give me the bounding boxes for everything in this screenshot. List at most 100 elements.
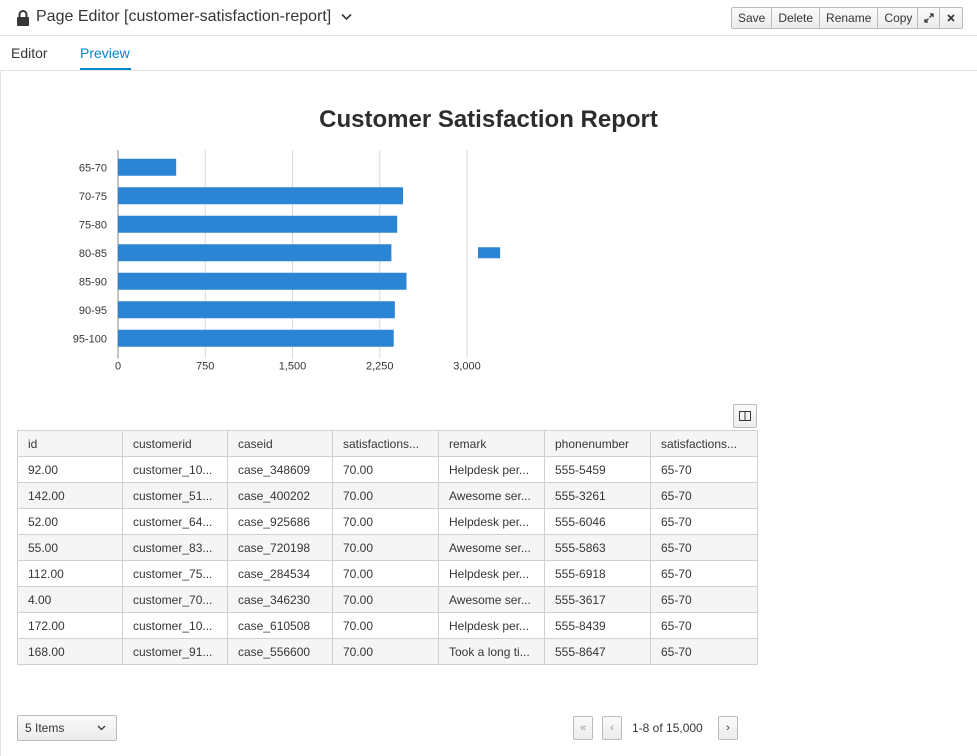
column-header[interactable]: customerid <box>122 430 228 457</box>
column-header[interactable]: remark <box>438 430 545 457</box>
table-cell: 70.00 <box>332 638 439 665</box>
content-left-border <box>0 71 1 756</box>
bar <box>118 272 407 290</box>
maximize-button[interactable] <box>918 8 940 28</box>
table-cell: 70.00 <box>332 560 439 587</box>
table-cell: Awesome ser... <box>438 482 545 509</box>
table-cell: 555-5459 <box>544 456 651 483</box>
column-header[interactable]: satisfactions... <box>332 430 439 457</box>
table-row[interactable]: 168.00 customer_91... case_556600 70.00 Took… <box>17 638 758 665</box>
table-cell: 55.00 <box>17 534 123 561</box>
table-cell: customer_70... <box>122 586 228 613</box>
table-cell: 70.00 <box>332 612 439 639</box>
delete-button[interactable]: Delete <box>772 8 821 28</box>
table-cell: customer_10... <box>122 612 228 639</box>
rename-button[interactable]: Rename <box>820 8 879 28</box>
table-cell: case_925686 <box>227 508 333 535</box>
table-cell: customer_75... <box>122 560 228 587</box>
title-bar: Page Editor [customer-satisfaction-repor… <box>0 0 977 36</box>
columns-icon <box>739 411 751 421</box>
table-cell: 4.00 <box>17 586 123 613</box>
table-cell: 142.00 <box>17 482 123 509</box>
y-tick-label: 85-90 <box>79 276 107 288</box>
pagination-status: 1-8 of 15,000 <box>632 721 703 735</box>
table-cell: 555-5863 <box>544 534 651 561</box>
chevron-down-icon <box>97 725 106 731</box>
table-cell: 555-3617 <box>544 586 651 613</box>
copy-button[interactable]: Copy <box>878 8 919 28</box>
table-row[interactable]: 142.00 customer_51... case_400202 70.00 Awes… <box>17 482 758 509</box>
column-header[interactable]: caseid <box>227 430 333 457</box>
tab-editor[interactable]: Editor <box>11 45 48 61</box>
table-cell: 65-70 <box>650 482 758 509</box>
chevron-left-icon: ‹ <box>610 722 614 734</box>
table-cell: 65-70 <box>650 534 758 561</box>
table-cell: Helpdesk per... <box>438 456 545 483</box>
table-cell: customer_64... <box>122 508 228 535</box>
table-cell: 112.00 <box>17 560 123 587</box>
table-row[interactable]: 92.00 customer_10... case_348609 70.00 Helpd… <box>17 456 758 483</box>
bar <box>118 301 395 319</box>
table-cell: 70.00 <box>332 482 439 509</box>
table-row[interactable]: 172.00 customer_10... case_610508 70.00 Help… <box>17 612 758 639</box>
y-tick-label: 65-70 <box>79 162 107 174</box>
first-page-button[interactable]: « <box>573 716 593 740</box>
data-table: id customerid caseid satisfactions... remark… <box>17 430 758 665</box>
page-size-select[interactable]: 5 Items <box>17 715 117 741</box>
table-header-row: id customerid caseid satisfactions... remark… <box>17 430 758 457</box>
table-cell: 65-70 <box>650 638 758 665</box>
chevron-down-icon[interactable] <box>341 13 352 21</box>
table-cell: 65-70 <box>650 508 758 535</box>
editor-tabs: Editor Preview <box>0 37 977 71</box>
tab-preview[interactable]: Preview <box>80 45 130 61</box>
x-tick-label: 0 <box>115 361 121 373</box>
expand-icon <box>923 13 934 23</box>
bar <box>118 158 177 176</box>
table-cell: 555-6046 <box>544 508 651 535</box>
save-button[interactable]: Save <box>732 8 773 28</box>
table-cell: case_346230 <box>227 586 333 613</box>
bar <box>118 215 398 233</box>
close-button[interactable] <box>940 8 962 28</box>
table-cell: 70.00 <box>332 508 439 535</box>
y-tick-label: 70-75 <box>79 191 107 203</box>
y-tick-label: 90-95 <box>79 305 107 317</box>
table-cell: case_348609 <box>227 456 333 483</box>
active-tab-indicator <box>80 68 131 70</box>
table-row[interactable]: 4.00 customer_70... case_346230 70.00 Awesom… <box>17 586 758 613</box>
previous-page-button[interactable]: ‹ <box>602 716 622 740</box>
column-picker-button[interactable] <box>733 404 757 428</box>
window-title-text: Page Editor [customer-satisfaction-repor… <box>36 8 332 25</box>
table-cell: customer_10... <box>122 456 228 483</box>
table-cell: case_610508 <box>227 612 333 639</box>
table-cell: 555-8439 <box>544 612 651 639</box>
table-row[interactable]: 112.00 customer_75... case_284534 70.00 Help… <box>17 560 758 587</box>
bar <box>118 187 404 205</box>
table-cell: 555-8647 <box>544 638 651 665</box>
table-row[interactable]: 55.00 customer_83... case_720198 70.00 Aweso… <box>17 534 758 561</box>
table-cell: 555-3261 <box>544 482 651 509</box>
table-cell: customer_91... <box>122 638 228 665</box>
table-cell: customer_51... <box>122 482 228 509</box>
table-cell: 92.00 <box>17 456 123 483</box>
column-header[interactable]: satisfactions... <box>650 430 758 457</box>
table-cell: case_400202 <box>227 482 333 509</box>
table-row[interactable]: 52.00 customer_64... case_925686 70.00 Helpd… <box>17 508 758 535</box>
table-cell: Helpdesk per... <box>438 560 545 587</box>
column-header[interactable]: id <box>17 430 123 457</box>
table-cell: case_720198 <box>227 534 333 561</box>
table-cell: customer_83... <box>122 534 228 561</box>
x-tick-label: 1,500 <box>279 361 307 373</box>
table-cell: case_284534 <box>227 560 333 587</box>
table-cell: 70.00 <box>332 456 439 483</box>
table-cell: Awesome ser... <box>438 534 545 561</box>
lock-icon <box>17 10 29 26</box>
table-cell: Took a long ti... <box>438 638 545 665</box>
table-cell: Helpdesk per... <box>438 508 545 535</box>
window-title[interactable]: Page Editor [customer-satisfaction-repor… <box>36 8 352 26</box>
table-cell: 65-70 <box>650 612 758 639</box>
column-header[interactable]: phonenumber <box>544 430 651 457</box>
next-page-button[interactable]: › <box>718 716 738 740</box>
table-cell: 172.00 <box>17 612 123 639</box>
bar <box>478 247 501 259</box>
